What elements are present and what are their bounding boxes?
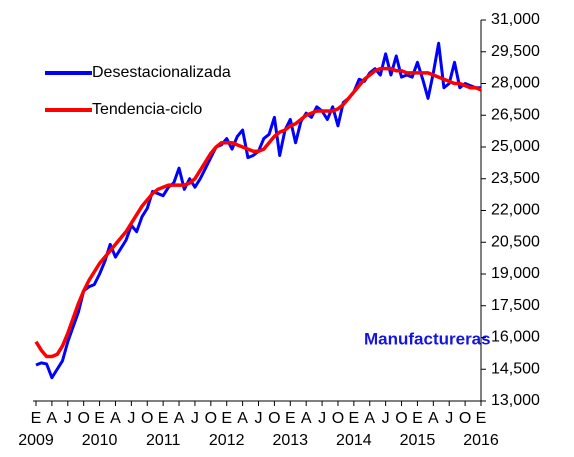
x-tick-label: E	[349, 410, 360, 427]
y-tick-label: 19,000	[491, 265, 540, 282]
x-tick-label: A	[428, 410, 439, 427]
y-tick-label: 22,000	[491, 202, 540, 219]
year-label: 2011	[146, 432, 181, 449]
series-line	[35, 41, 481, 380]
x-tick-label: J	[191, 410, 199, 427]
y-tick-label: 25,000	[491, 138, 540, 155]
x-tick-label: A	[110, 410, 121, 427]
legend-label: Tendencia-ciclo	[92, 101, 202, 118]
x-tick-label: A	[47, 410, 58, 427]
x-tick-label: A	[364, 410, 375, 427]
x-tick-label: O	[141, 410, 153, 427]
year-label: 2013	[272, 432, 308, 449]
x-tick-label: E	[31, 410, 42, 427]
y-tick-label: 26,500	[491, 106, 540, 123]
year-label: 2010	[82, 432, 118, 449]
y-tick-label: 14,500	[491, 360, 540, 377]
y-tick-label: 28,000	[491, 75, 540, 92]
y-tick-label: 17,500	[491, 297, 540, 314]
year-label: 2016	[463, 432, 499, 449]
x-tick-label: J	[445, 410, 453, 427]
x-tick-label: A	[237, 410, 248, 427]
x-tick-label: J	[64, 410, 72, 427]
y-tick-label: 29,500	[491, 43, 540, 60]
x-tick-label: O	[395, 410, 407, 427]
x-tick-label: O	[332, 410, 344, 427]
year-label: 2009	[18, 432, 54, 449]
x-tick-label: J	[127, 410, 135, 427]
legend-label: Desestacionalizada	[92, 64, 231, 81]
x-tick-label: A	[301, 410, 312, 427]
x-tick-label: J	[382, 410, 390, 427]
x-tick-label: E	[476, 410, 487, 427]
x-tick-label: J	[255, 410, 263, 427]
x-tick-label: E	[94, 410, 105, 427]
year-label: 2012	[209, 432, 245, 449]
year-label: 2015	[400, 432, 436, 449]
x-tick-label: O	[459, 410, 471, 427]
y-tick-label: 13,000	[491, 392, 540, 409]
x-tick-label: J	[318, 410, 326, 427]
y-tick-label: 20,500	[491, 233, 540, 250]
x-tick-label: E	[158, 410, 169, 427]
annotation: Manufactureras	[364, 329, 491, 348]
y-tick-label: 31,000	[491, 11, 540, 28]
year-label: 2014	[336, 432, 372, 449]
x-tick-label: O	[268, 410, 280, 427]
x-tick-label: E	[221, 410, 232, 427]
x-tick-label: E	[285, 410, 296, 427]
series-line	[34, 66, 482, 359]
x-tick-label: E	[412, 410, 423, 427]
x-tick-label: O	[205, 410, 217, 427]
x-tick-label: A	[174, 410, 185, 427]
y-tick-label: 16,000	[491, 329, 540, 346]
x-tick-label: O	[77, 410, 89, 427]
y-tick-label: 23,500	[491, 170, 540, 187]
